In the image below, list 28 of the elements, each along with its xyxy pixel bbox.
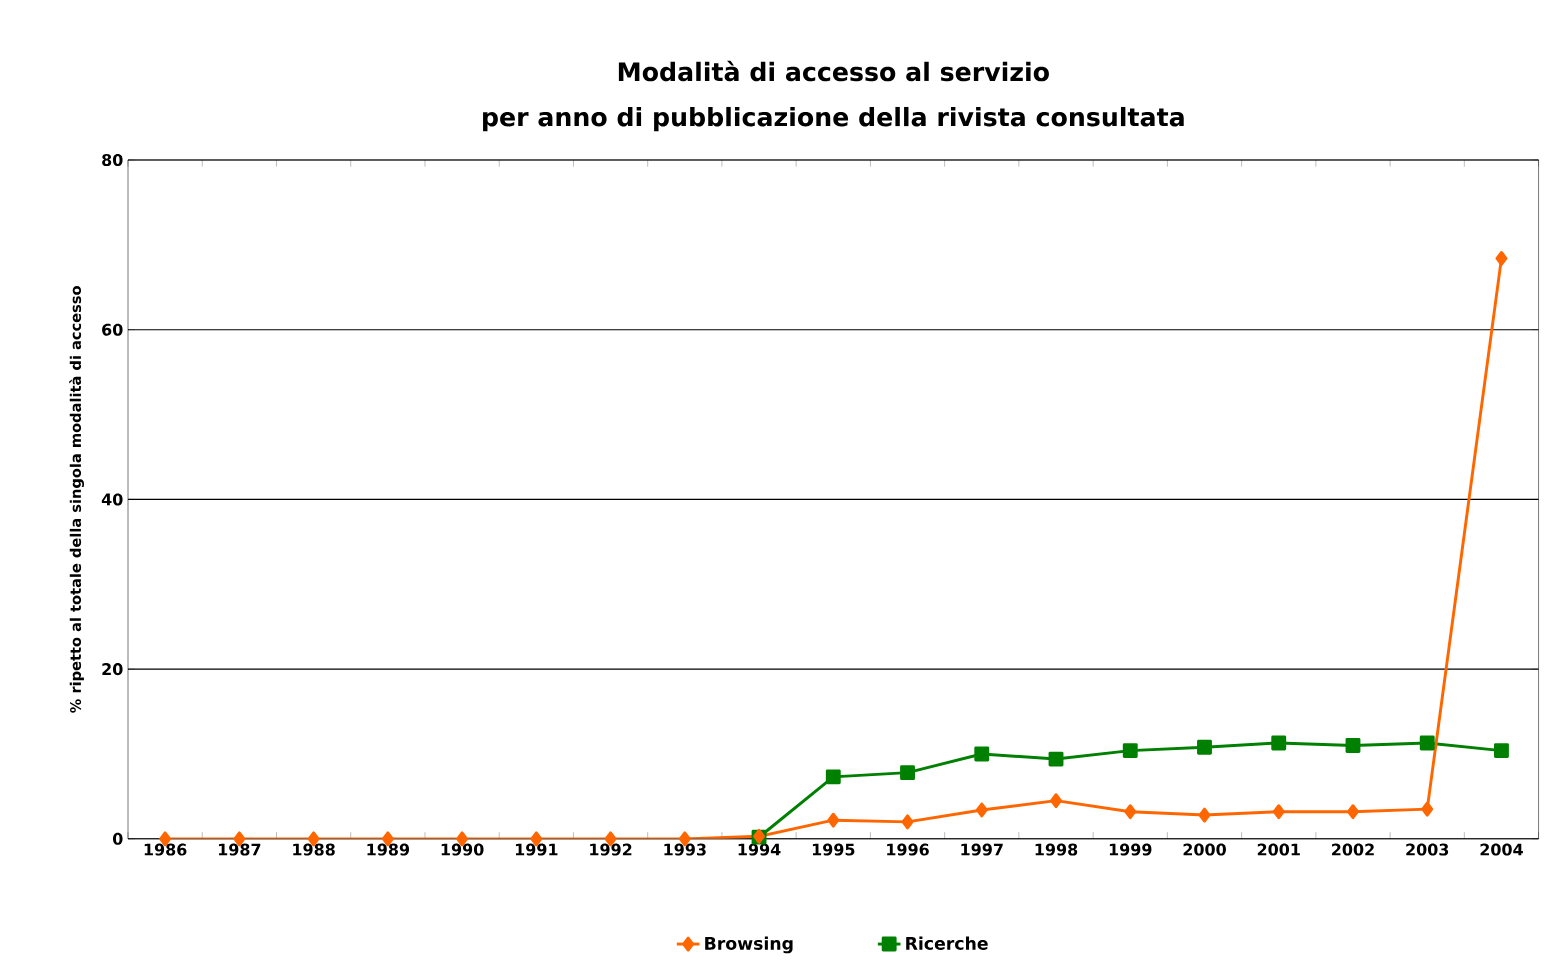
- y-tick-label: 40: [101, 493, 123, 506]
- x-tick-label: 1998: [1035, 843, 1078, 856]
- y-tick-label: 60: [102, 323, 123, 336]
- y-tick-label: 80: [102, 153, 123, 167]
- chart-title: Modalità di accesso al servizio per anno di pubblicazione della rivista consultata: [483, 60, 1184, 132]
- x-tick-label: 1991: [515, 843, 558, 856]
- x-tick-label: 1994: [738, 843, 781, 856]
- x-tick-label: 1989: [367, 843, 410, 856]
- x-tick-label: 1996: [887, 843, 929, 856]
- x-tick-label: 1990: [441, 843, 484, 856]
- x-tick-label: 1999: [1109, 843, 1152, 856]
- x-tick-label: 2002: [1332, 843, 1374, 856]
- x-tick-label: 2001: [1257, 843, 1300, 856]
- x-tick-label: 1987: [218, 843, 261, 856]
- x-tick-label: 1993: [664, 843, 706, 856]
- legend-label: Ricerche: [906, 936, 988, 950]
- x-tick-label: 1995: [812, 843, 855, 856]
- x-tick-label: 2003: [1406, 843, 1449, 856]
- y-tick-label: 20: [102, 663, 123, 676]
- y-axis-title: % ripetto al totale della singola modalità di accesso: [69, 286, 85, 713]
- y-tick-label: 0: [112, 832, 123, 845]
- x-tick-label: 1992: [590, 843, 632, 856]
- legend-label: Browsing: [705, 936, 793, 954]
- x-tick-label: 1997: [961, 843, 1003, 856]
- x-tick-label: 1988: [293, 843, 335, 856]
- x-tick-label: 1986: [144, 843, 187, 856]
- x-tick-label: 2000: [1183, 843, 1226, 856]
- x-tick-label: 2004: [1480, 843, 1523, 856]
